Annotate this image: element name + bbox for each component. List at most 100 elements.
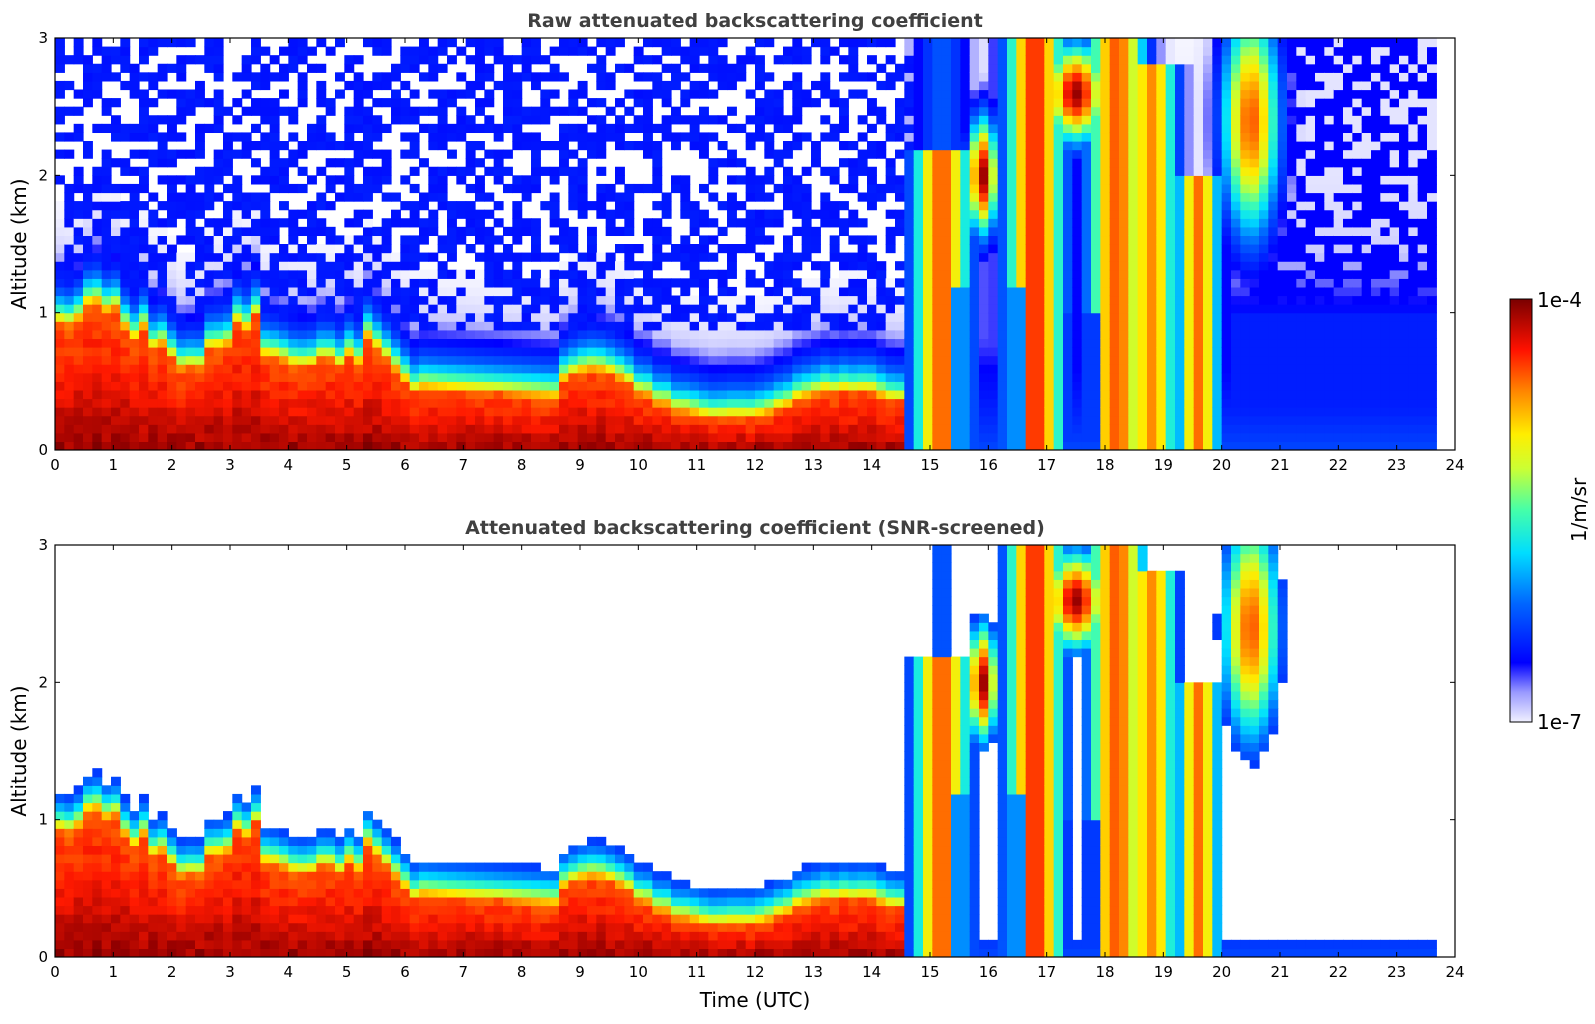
- top-heatmap-cell: [1156, 63, 1167, 73]
- top-heatmap-cell: [531, 80, 541, 91]
- top-heatmap-cell: [559, 261, 569, 271]
- top-heatmap-cell: [540, 432, 551, 443]
- top-heatmap-cell: [251, 278, 261, 288]
- top-heatmap-cell: [895, 72, 905, 82]
- top-heatmap-cell: [129, 338, 140, 348]
- top-heatmap-cell: [521, 338, 532, 348]
- top-heatmap-cell: [428, 415, 439, 425]
- top-heatmap-cell: [195, 312, 205, 322]
- top-heatmap-cell: [605, 355, 616, 365]
- top-heatmap-cell: [615, 312, 625, 322]
- top-heatmap-cell: [213, 338, 224, 348]
- top-heatmap-cell: [213, 235, 224, 245]
- top-heatmap-cell: [708, 132, 719, 142]
- top-heatmap-cell: [1203, 226, 1213, 237]
- top-heatmap-cell: [503, 226, 513, 237]
- top-heatmap-cell: [699, 244, 709, 254]
- top-heatmap-cell: [867, 347, 877, 357]
- top-heatmap-cell: [204, 347, 215, 357]
- top-heatmap-cell: [680, 312, 691, 322]
- top-heatmap-cell: [1044, 183, 1055, 194]
- top-heatmap-cell: [792, 372, 803, 382]
- top-heatmap-cell: [895, 321, 905, 331]
- top-heatmap-cell: [1175, 98, 1185, 108]
- top-heatmap-cell: [1156, 338, 1167, 348]
- top-heatmap-cell: [139, 441, 149, 450]
- top-heatmap-cell: [232, 278, 243, 288]
- top-heatmap-cell: [792, 432, 803, 443]
- top-heatmap-cell: [792, 209, 803, 219]
- top-heatmap-cell: [932, 106, 943, 116]
- top-heatmap-cell: [876, 80, 887, 91]
- top-heatmap-cell: [232, 218, 243, 228]
- top-heatmap-cell: [540, 407, 551, 417]
- top-heatmap-cell: [559, 244, 569, 254]
- top-heatmap-cell: [1053, 149, 1064, 159]
- top-heatmap-cell: [223, 321, 233, 331]
- top-heatmap-cell: [1025, 415, 1036, 425]
- top-heatmap-cell: [92, 183, 103, 194]
- top-heatmap-cell: [204, 252, 215, 262]
- top-heatmap-cell: [1109, 441, 1120, 450]
- top-heatmap-cell: [64, 235, 75, 245]
- top-heatmap-cell: [1072, 321, 1083, 331]
- top-heatmap-cell: [1119, 312, 1129, 322]
- top-heatmap-cell: [1221, 338, 1232, 348]
- top-heatmap-cell: [951, 183, 961, 194]
- top-heatmap-cell: [1221, 372, 1232, 382]
- top-heatmap-cell: [1025, 106, 1036, 116]
- top-heatmap-cell: [652, 355, 663, 365]
- top-heatmap-cell: [1109, 149, 1120, 159]
- top-heatmap-cell: [129, 72, 140, 82]
- top-heatmap-cell: [251, 441, 261, 450]
- top-heatmap-cell: [997, 38, 1008, 48]
- top-heatmap-cell: [671, 132, 681, 142]
- top-heatmap-cell: [811, 244, 821, 254]
- top-heatmap-cell: [1212, 72, 1223, 82]
- top-heatmap-cell: [913, 347, 924, 357]
- top-heatmap-cell: [419, 226, 429, 237]
- top-heatmap-cell: [1007, 209, 1017, 219]
- top-heatmap-cell: [120, 372, 131, 382]
- top-heatmap-cell: [605, 441, 616, 450]
- top-heatmap-cell: [64, 304, 75, 314]
- top-heatmap-cell: [223, 312, 233, 322]
- top-heatmap-cell: [391, 304, 401, 314]
- top-heatmap-cell: [577, 441, 588, 450]
- top-heatmap-cell: [633, 295, 644, 305]
- top-heatmap-cell: [1063, 389, 1073, 400]
- top-heatmap-cell: [1100, 89, 1111, 99]
- top-heatmap-cell: [904, 192, 915, 202]
- top-heatmap-cell: [73, 269, 84, 279]
- top-heatmap-cell: [783, 312, 793, 322]
- top-heatmap-cell: [344, 347, 355, 357]
- top-heatmap-cell: [540, 295, 551, 305]
- top-heatmap-cell: [101, 432, 112, 443]
- top-heatmap-cell: [736, 407, 747, 417]
- top-heatmap-cell: [409, 372, 420, 382]
- top-heatmap-cell: [979, 364, 989, 374]
- top-heatmap-cell: [568, 132, 579, 142]
- top-heatmap-cell: [503, 286, 513, 297]
- top-heatmap-cell: [1165, 355, 1176, 365]
- top-heatmap-cell: [428, 63, 439, 73]
- top-heatmap-cell: [1193, 123, 1204, 134]
- top-heatmap-cell: [344, 261, 355, 271]
- top-heatmap-cell: [988, 312, 999, 322]
- top-heatmap-cell: [1072, 424, 1083, 434]
- top-heatmap-cell: [456, 389, 467, 400]
- top-heatmap-cell: [904, 415, 915, 425]
- top-heatmap-cell: [465, 244, 476, 254]
- top-heatmap-cell: [456, 312, 467, 322]
- top-heatmap-cell: [279, 63, 289, 73]
- top-heatmap-cell: [951, 338, 961, 348]
- top-heatmap-cell: [185, 218, 196, 228]
- top-heatmap-cell: [279, 372, 289, 382]
- top-heatmap-cell: [904, 55, 915, 65]
- top-heatmap-cell: [1212, 407, 1223, 417]
- top-heatmap-cell: [381, 398, 392, 408]
- top-heatmap-cell: [260, 226, 271, 237]
- top-heatmap-cell: [185, 389, 196, 400]
- top-heatmap-cell: [120, 55, 131, 65]
- top-heatmap-cell: [951, 80, 961, 91]
